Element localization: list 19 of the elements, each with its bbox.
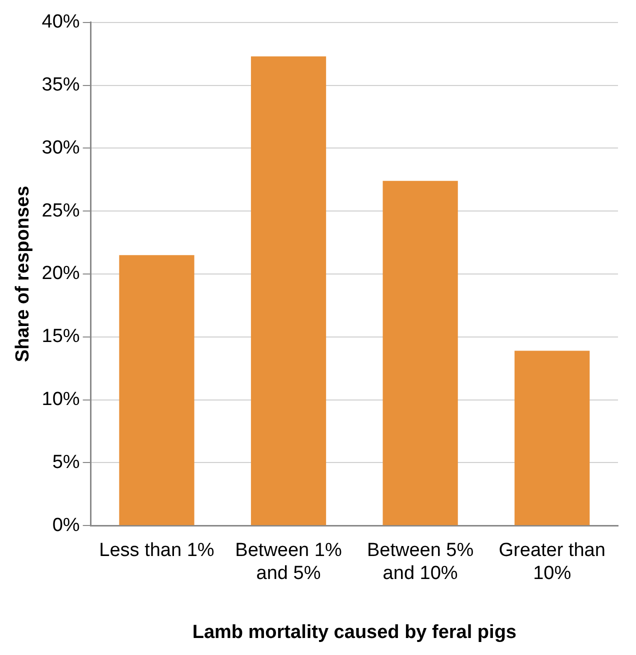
- y-tick-label: 30%: [42, 137, 80, 158]
- y-tick-label: 15%: [42, 326, 80, 348]
- x-tick-label: Greater than 10%: [498, 540, 606, 584]
- x-axis-title: Lamb mortality caused by feral pigs: [192, 622, 516, 643]
- y-tick-label: 0%: [52, 514, 80, 536]
- y-tick-label: 20%: [42, 263, 80, 284]
- bar: [382, 180, 458, 526]
- y-tick-label: 10%: [42, 389, 80, 410]
- y-tick-label: 25%: [42, 200, 80, 222]
- bar: [514, 350, 590, 526]
- y-axis-title: Share of responses: [12, 186, 34, 362]
- bar: [250, 56, 326, 526]
- x-tick-label: Less than 1%: [99, 540, 214, 562]
- x-tick-label: Between 1% and 5%: [235, 540, 342, 584]
- y-tick-label: 40%: [42, 12, 80, 33]
- bar: [119, 255, 194, 526]
- x-tick-label: Between 5% and 10%: [366, 540, 474, 584]
- y-tick-label: 35%: [42, 74, 80, 96]
- y-tick-label: 5%: [52, 452, 80, 473]
